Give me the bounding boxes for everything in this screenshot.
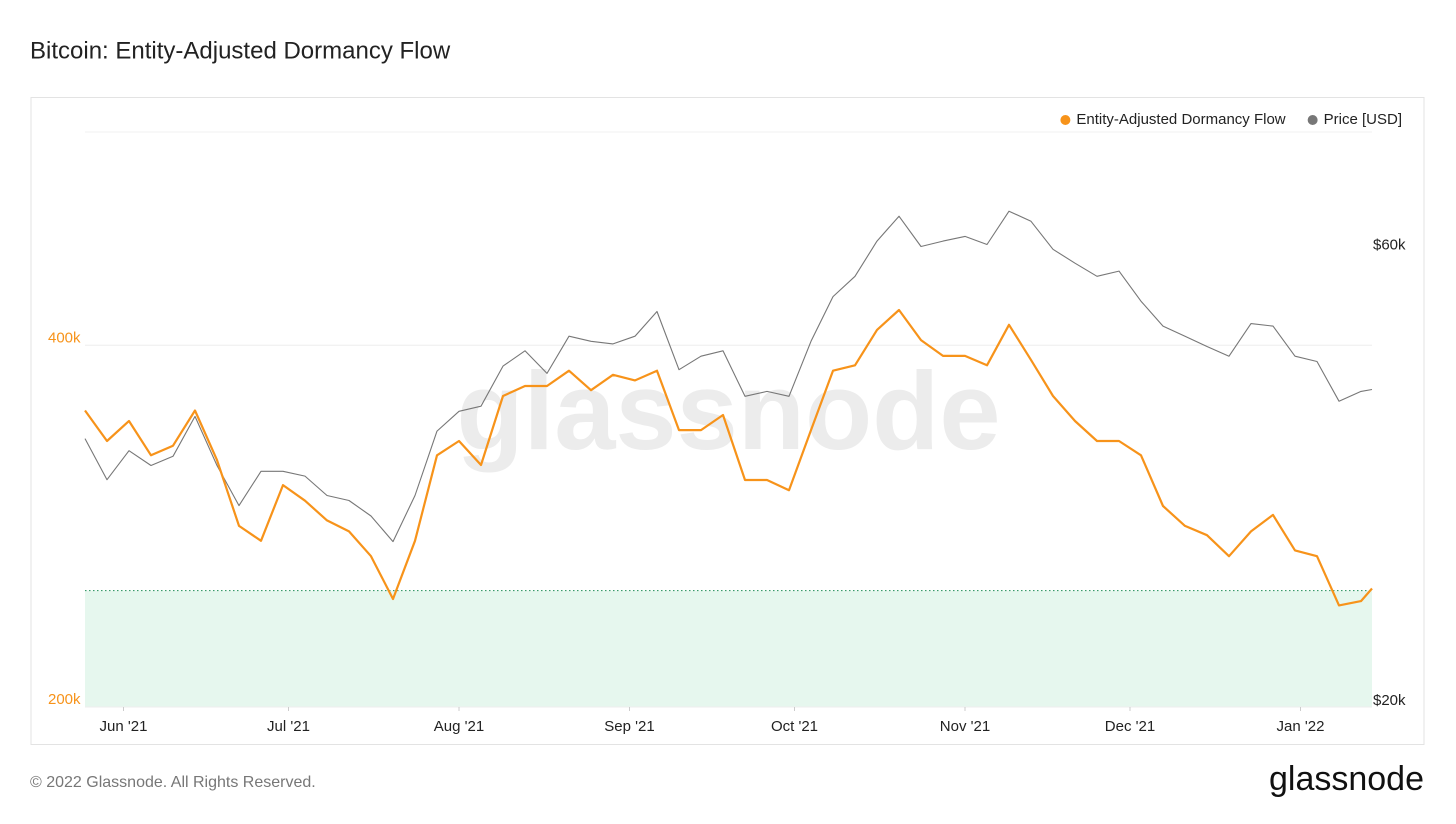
x-tick-label: Jan '22 — [1277, 718, 1325, 735]
series-line — [84, 210, 1373, 543]
x-tick-label: Dec '21 — [1105, 718, 1155, 735]
watermark: glassnode — [456, 350, 1000, 473]
legend-label: Price [USD] — [1324, 111, 1402, 128]
y-tick-label: 200k — [48, 691, 81, 708]
threshold-band — [85, 590, 1372, 707]
plot: glassnode 200k 400k $20k $60k Jun '21 Jul '21 A… — [48, 111, 1406, 735]
x-tick-label: Oct '21 — [771, 718, 818, 735]
x-tick-label: Jun '21 — [100, 718, 148, 735]
y-tick-label: 400k — [48, 329, 81, 346]
legend: Price [USD] Entity-Adjusted Dormancy Flow — [1060, 111, 1402, 128]
chart-title: Bitcoin: Entity-Adjusted Dormancy Flow — [30, 37, 451, 64]
y2-tick-label: $20k — [1373, 692, 1406, 709]
x-tick-label: Jul '21 — [267, 718, 310, 735]
legend-label: Entity-Adjusted Dormancy Flow — [1076, 111, 1285, 128]
chart-frame — [30, 97, 1425, 745]
series-line — [84, 308, 1373, 607]
x-tick-label: Aug '21 — [434, 718, 484, 735]
x-tick-label: Nov '21 — [940, 718, 990, 735]
legend-swatch — [1060, 115, 1071, 125]
brand-logo: glassnode — [1269, 760, 1424, 798]
x-tick-label: Sep '21 — [604, 718, 654, 735]
y2-tick-label: $60k — [1373, 236, 1406, 253]
footer: © 2022 Glassnode. All Rights Reserved. — [30, 774, 316, 791]
legend-swatch — [1307, 115, 1318, 125]
